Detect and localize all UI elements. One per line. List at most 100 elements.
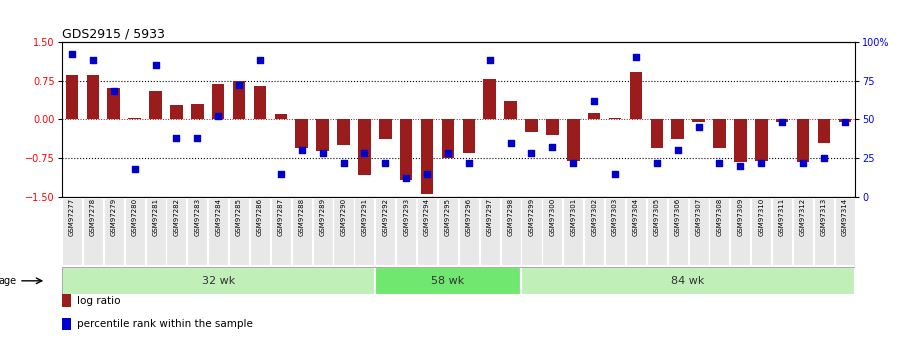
FancyBboxPatch shape [208, 198, 228, 265]
Bar [379, 119, 392, 139]
Point [691, 124, 706, 130]
Point [190, 135, 205, 141]
Text: GSM97289: GSM97289 [319, 198, 326, 236]
Point [608, 171, 623, 176]
Bar [170, 105, 183, 119]
FancyBboxPatch shape [229, 198, 249, 265]
Text: GSM97278: GSM97278 [90, 198, 96, 236]
Text: GSM97291: GSM97291 [361, 198, 367, 236]
FancyBboxPatch shape [500, 198, 520, 265]
Bar [546, 119, 558, 135]
FancyBboxPatch shape [814, 198, 834, 265]
FancyBboxPatch shape [542, 198, 562, 265]
Text: GSM97280: GSM97280 [131, 198, 138, 236]
FancyBboxPatch shape [125, 198, 145, 265]
Bar [796, 119, 809, 162]
Point [671, 148, 685, 153]
Bar [734, 119, 747, 162]
Text: GSM97286: GSM97286 [257, 198, 263, 236]
Text: GSM97305: GSM97305 [653, 198, 660, 236]
Bar [149, 91, 162, 119]
Text: GSM97290: GSM97290 [340, 198, 347, 236]
Bar [108, 88, 120, 119]
FancyBboxPatch shape [647, 198, 667, 265]
FancyBboxPatch shape [62, 267, 375, 295]
Point [629, 55, 643, 60]
FancyBboxPatch shape [396, 198, 416, 265]
Bar [295, 119, 308, 148]
Point [315, 151, 329, 156]
Text: GSM97287: GSM97287 [278, 198, 284, 236]
FancyBboxPatch shape [480, 198, 500, 265]
Text: GSM97288: GSM97288 [299, 198, 305, 236]
Point [232, 82, 246, 88]
Bar [483, 79, 496, 119]
FancyBboxPatch shape [605, 198, 625, 265]
FancyBboxPatch shape [291, 198, 311, 265]
Text: GSM97285: GSM97285 [236, 198, 242, 236]
FancyBboxPatch shape [563, 198, 584, 265]
Text: GSM97298: GSM97298 [508, 198, 514, 236]
Bar [525, 119, 538, 132]
Point [795, 160, 810, 166]
FancyBboxPatch shape [584, 198, 605, 265]
Bar [317, 119, 329, 151]
FancyBboxPatch shape [521, 198, 541, 265]
Bar [274, 114, 287, 119]
Text: GSM97304: GSM97304 [633, 198, 639, 236]
Bar [776, 119, 788, 122]
FancyBboxPatch shape [772, 198, 792, 265]
FancyBboxPatch shape [104, 198, 124, 265]
Point [337, 160, 351, 166]
Text: GSM97307: GSM97307 [696, 198, 701, 236]
FancyBboxPatch shape [417, 198, 437, 265]
Text: GSM97293: GSM97293 [403, 198, 409, 236]
Point [545, 145, 559, 150]
Bar [400, 119, 413, 180]
Point [252, 58, 267, 63]
Bar [191, 104, 204, 119]
FancyBboxPatch shape [375, 267, 521, 295]
Bar [630, 72, 643, 119]
FancyBboxPatch shape [376, 198, 395, 265]
Point [566, 160, 580, 166]
Point [775, 120, 789, 125]
Point [837, 120, 852, 125]
FancyBboxPatch shape [834, 198, 855, 265]
FancyBboxPatch shape [668, 198, 688, 265]
Bar [358, 119, 371, 175]
Point [65, 51, 80, 57]
Text: 32 wk: 32 wk [202, 276, 234, 286]
Point [148, 62, 163, 68]
Bar [672, 119, 684, 139]
Point [587, 98, 602, 104]
Text: 58 wk: 58 wk [432, 276, 464, 286]
FancyBboxPatch shape [333, 198, 354, 265]
Bar [588, 113, 600, 119]
Text: GSM97277: GSM97277 [69, 198, 75, 236]
FancyBboxPatch shape [730, 198, 750, 265]
Point [107, 89, 121, 94]
FancyBboxPatch shape [355, 198, 375, 265]
FancyBboxPatch shape [271, 198, 291, 265]
Text: GSM97310: GSM97310 [758, 198, 764, 236]
Point [482, 58, 497, 63]
Text: GSM97297: GSM97297 [487, 198, 492, 236]
Bar [462, 119, 475, 153]
Text: GSM97311: GSM97311 [779, 198, 786, 236]
Text: GSM97284: GSM97284 [215, 198, 221, 236]
Bar [62, 294, 71, 307]
FancyBboxPatch shape [187, 198, 207, 265]
Text: GSM97294: GSM97294 [424, 198, 430, 236]
Point [503, 140, 518, 145]
FancyBboxPatch shape [146, 198, 166, 265]
Point [273, 171, 288, 176]
Bar [62, 318, 71, 330]
Bar [651, 119, 663, 148]
FancyBboxPatch shape [62, 198, 82, 265]
Bar [692, 119, 705, 122]
FancyBboxPatch shape [83, 198, 103, 265]
FancyBboxPatch shape [793, 198, 813, 265]
Point [650, 160, 664, 166]
Bar [504, 101, 517, 119]
